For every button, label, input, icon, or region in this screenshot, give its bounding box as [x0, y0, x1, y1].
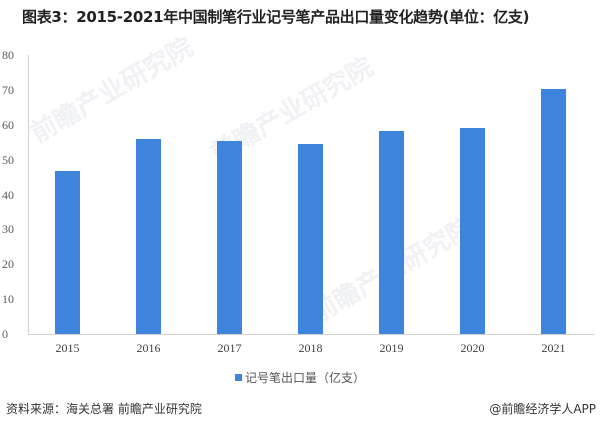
bar-2017 — [217, 141, 242, 334]
x-tick: 2021 — [541, 341, 566, 355]
y-axis-line — [28, 55, 29, 335]
x-tick: 2020 — [460, 341, 485, 355]
bar-2016 — [136, 139, 161, 334]
y-tick: 70 — [2, 83, 14, 97]
y-tick: 50 — [2, 153, 14, 167]
y-tick: 60 — [2, 118, 14, 132]
x-tick: 2016 — [136, 341, 161, 355]
y-tick: 40 — [2, 188, 14, 202]
x-tick: 2018 — [298, 341, 323, 355]
y-tick: 30 — [2, 222, 14, 236]
legend-swatch-icon — [234, 374, 242, 381]
legend-label: 记号笔出口量（亿支） — [244, 371, 365, 385]
legend: 记号笔出口量（亿支） — [0, 369, 600, 386]
y-tick: 80 — [2, 48, 14, 62]
credit-note: @前瞻经济学人APP — [489, 402, 596, 416]
x-tick: 2019 — [379, 341, 404, 355]
source-note: 资料来源：海关总署 前瞻产业研究院 — [6, 402, 202, 416]
bar-2021 — [541, 89, 566, 334]
bar-2020 — [460, 127, 485, 334]
x-tick: 2015 — [55, 341, 80, 355]
bar-2015 — [55, 171, 80, 334]
chart-title: 图表3：2015-2021年中国制笔行业记号笔产品出口量变化趋势(单位：亿支) — [22, 8, 530, 26]
x-tick: 2017 — [217, 341, 242, 355]
y-tick: 20 — [2, 257, 14, 271]
y-tick: 10 — [2, 292, 14, 306]
watermark: 前瞻产业研究院 — [25, 32, 199, 150]
x-axis-line — [28, 334, 594, 335]
y-tick: 0 — [2, 327, 8, 341]
bar-2019 — [379, 131, 404, 334]
bar-2018 — [298, 143, 323, 334]
